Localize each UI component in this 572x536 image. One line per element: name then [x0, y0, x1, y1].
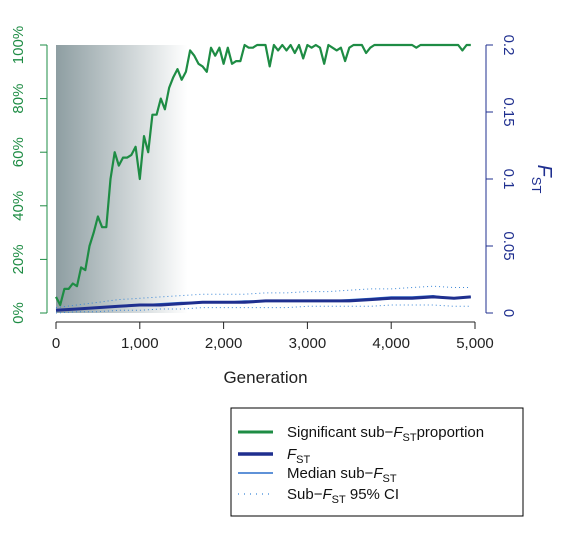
- legend-box: [230, 407, 524, 517]
- legend-label: FST: [287, 446, 311, 466]
- right-tick-label: 0.1: [500, 169, 517, 190]
- series-layer: [55, 43, 471, 314]
- right-tick-label: 0.15: [500, 97, 517, 126]
- series-line-0: [55, 43, 471, 307]
- x-tick-label: 5,000: [456, 335, 494, 352]
- left-tick-label: 80%: [10, 84, 27, 114]
- right-axis-label: FST: [529, 165, 555, 194]
- left-tick-label: 20%: [10, 244, 27, 274]
- x-tick-label: 0: [52, 335, 60, 352]
- left-tick-label: 40%: [10, 191, 27, 221]
- right-tick-label: 0.05: [500, 231, 517, 260]
- left-tick-label: 60%: [10, 137, 27, 167]
- left-tick-label: 0%: [10, 302, 27, 324]
- right-tick-label: 0.2: [500, 35, 517, 56]
- x-tick-label: 4,000: [372, 335, 410, 352]
- x-tick-label: 3,000: [289, 335, 327, 352]
- x-tick-label: 2,000: [205, 335, 243, 352]
- x-axis-label: Generation: [223, 368, 307, 387]
- series-line-1: [55, 295, 471, 312]
- shaded-region: [56, 45, 188, 313]
- legend-label: Sub−FST 95% CI: [287, 486, 399, 506]
- right-tick-label: 0: [500, 309, 517, 317]
- legend-label: Significant sub−FSTproportion: [287, 424, 484, 444]
- legend-label: Median sub−FST: [287, 465, 397, 485]
- left-tick-label: 100%: [10, 26, 27, 64]
- x-tick-label: 1,000: [121, 335, 159, 352]
- axes-layer: 0 1,000 2,000 3,000 4,000 5,000 Generation 0% 20…: [10, 26, 555, 387]
